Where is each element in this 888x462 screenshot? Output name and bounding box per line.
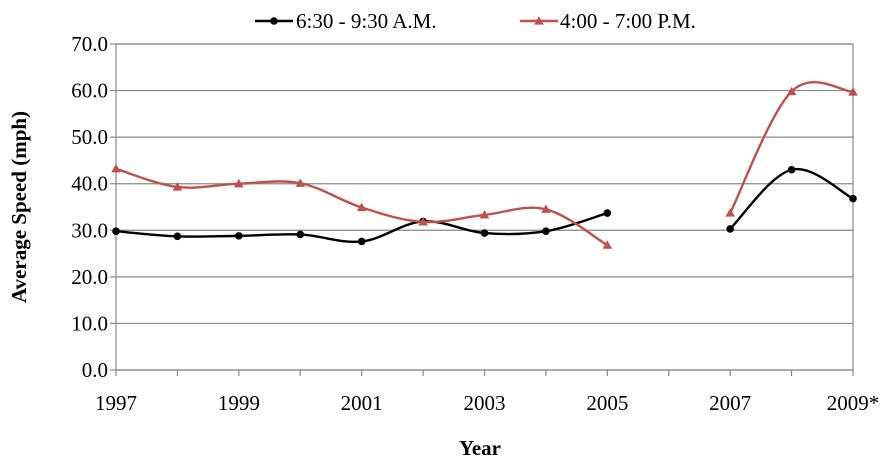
x-tick-label: 2003 (464, 391, 506, 415)
data-point (479, 210, 490, 219)
y-tick-label: 50.0 (71, 125, 108, 149)
x-tick-label: 2001 (341, 391, 383, 415)
legend-marker (534, 16, 544, 25)
data-point (295, 178, 306, 187)
series-2 (111, 80, 858, 249)
series-line (115, 211, 608, 244)
y-tick-label: 40.0 (71, 172, 108, 196)
y-tick-label: 60.0 (71, 79, 108, 103)
data-point (173, 232, 182, 241)
x-tick-label: 1997 (95, 391, 137, 415)
legend-marker (270, 17, 278, 25)
legend-label: 4:00 - 7:00 P.M. (560, 9, 696, 33)
series-lines (111, 80, 858, 249)
y-tick-label: 10.0 (71, 311, 108, 335)
data-point (418, 217, 428, 226)
data-point (235, 232, 243, 240)
y-tick-label: 20.0 (71, 265, 108, 289)
series-1 (112, 165, 857, 246)
data-point (725, 208, 735, 217)
data-point (296, 230, 305, 239)
data-point (849, 194, 857, 203)
y-tick-label: 0.0 (82, 358, 108, 382)
gridlines (110, 43, 854, 376)
data-point (111, 164, 121, 173)
plot-frame (115, 43, 854, 371)
data-point (356, 202, 367, 212)
data-point (357, 237, 366, 246)
x-axis-ticks: 1997 1999 2001 2003 2005 2007 2009* (95, 391, 879, 415)
y-tick-label: 30.0 (71, 218, 108, 242)
data-point (602, 240, 613, 249)
data-point (234, 178, 244, 188)
y-tick-label: 70.0 (71, 32, 108, 56)
y-axis-ticks: 0.0 10.0 20.0 30.0 40.0 50.0 60.0 70.0 (71, 32, 108, 382)
data-point (726, 225, 734, 233)
series-line (729, 167, 854, 230)
x-tick-label: 2007 (709, 391, 751, 415)
data-point (786, 86, 797, 96)
legend-label: 6:30 - 9:30 A.M. (296, 9, 437, 33)
data-point (172, 182, 183, 191)
x-tick-label: 1999 (218, 391, 260, 415)
x-tick-label: 2005 (586, 391, 628, 415)
legend: 6:30 - 9:30 A.M. 4:00 - 7:00 P.M. (255, 9, 696, 33)
series-line (729, 80, 854, 214)
data-point (541, 204, 551, 213)
data-point (787, 165, 796, 174)
data-point (542, 227, 550, 236)
x-tick-label: 2009* (827, 391, 880, 415)
data-point (112, 227, 120, 236)
data-point (480, 229, 489, 237)
data-point (603, 209, 612, 217)
data-point (848, 87, 858, 96)
y-axis-title: Average Speed (mph) (7, 111, 31, 303)
x-axis-title: Year (459, 436, 501, 460)
